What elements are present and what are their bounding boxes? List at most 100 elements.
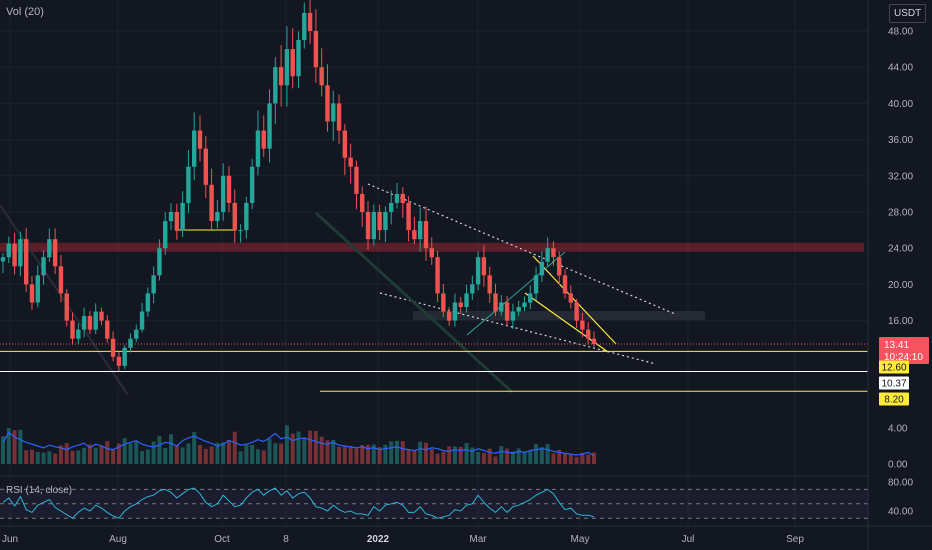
volume-bar [58,445,63,464]
volume-bar [128,443,133,464]
volume-bar [586,454,591,464]
volume-bar [580,452,585,464]
price-level-label: 10.37 [881,379,906,390]
volume-bar [140,451,145,464]
candle-body [244,202,249,231]
volume-bar [267,438,272,464]
time-tick-label: 2022 [367,534,390,545]
candle-body [325,85,330,122]
shadow-trend-line [0,204,129,396]
candle-body [487,275,492,294]
candle-body [23,239,29,285]
volume-ma-line [2,431,595,457]
candles[interactable] [0,0,597,372]
volume-bar [18,429,23,464]
candle-body [371,212,377,240]
volume-bar [319,436,324,464]
candle-body [406,202,411,231]
candle-body [533,275,539,294]
candle-body [134,329,139,339]
volume-bar [47,451,52,464]
price-tick-label: 48.00 [888,27,913,38]
volume-bar [354,447,359,464]
candle-body [0,257,6,262]
candle-body [273,67,278,104]
last-price-label: 13.41 [884,340,909,351]
rsi-tick-label: 40.00 [888,507,913,518]
volume-bar [87,444,92,464]
candle-body [238,230,243,232]
volume-bar [493,456,498,464]
volume-bar [366,444,371,464]
candle-body [481,257,487,276]
candle-body [99,311,104,321]
volume-bar [122,438,127,464]
candle-body [417,221,423,240]
candle-body [475,257,481,285]
candle-body [290,49,295,77]
candle-body [29,284,35,303]
candle-body [423,221,429,249]
candle-body [307,12,313,31]
volume-bar [296,431,301,464]
volume-bar [534,444,539,464]
candle-body [215,212,220,222]
price-axis-ticks[interactable]: 48.00 44.00 40.00 36.00 32.00 28.00 24.00 20.00… [888,27,913,328]
volume-bar [325,440,330,464]
shadow-trend-line [314,211,514,394]
time-tick-label: Sep [786,534,804,545]
support-zone-rect [413,311,705,320]
candle-body [452,302,458,321]
volume-bar [255,449,260,464]
candle-body [93,311,98,330]
volume-bar [389,441,394,464]
candle-body [464,293,469,308]
trend-drawings [0,183,705,396]
volume-bar [308,430,313,464]
candle-body [331,103,336,122]
rsi-axis-ticks: 80.00 40.00 [888,478,913,518]
volume-bar [510,451,515,464]
candle-body [591,338,597,345]
candle-body [52,239,58,267]
volume-bar [429,449,434,464]
volume-bar [232,431,237,464]
currency-label[interactable]: USDT [889,4,927,23]
candle-body [348,157,353,167]
candle-body [267,103,272,149]
descending-trendline [367,183,676,315]
candle-body [220,175,226,212]
candle-body [70,320,75,339]
candle-body [261,130,266,149]
volume-bar [487,448,492,464]
candle-body [47,239,52,258]
candle-body [226,175,232,203]
volume-bar [76,450,81,464]
volume-bars [1,425,596,464]
rsi-indicator-label[interactable]: RSI (14, close) [6,485,73,496]
candle-body [336,103,342,131]
channel-line [466,251,566,336]
price-level-label-bg [879,376,909,390]
volume-bar [464,442,469,464]
candle-body [586,329,591,339]
volume-bar [145,449,150,464]
candle-body [400,193,405,203]
volume-bar [418,441,423,464]
volume-bar [250,444,255,464]
volume-bar [53,453,58,464]
candle-body [116,356,122,366]
volume-bar [6,428,11,464]
candle-body [255,130,261,167]
volume-indicator-label[interactable]: Vol (20) [6,6,44,18]
candle-body [394,193,400,203]
candle-body [192,130,197,167]
volume-bar [377,447,382,464]
volume-bar [360,445,365,464]
candle-body [284,49,290,86]
time-axis-ticks[interactable]: Jun Aug Oct 8 2022 Mar May Jul Sep [2,534,804,545]
candle-body [574,302,579,321]
candle-body [377,212,382,231]
volume-bar [458,446,463,464]
